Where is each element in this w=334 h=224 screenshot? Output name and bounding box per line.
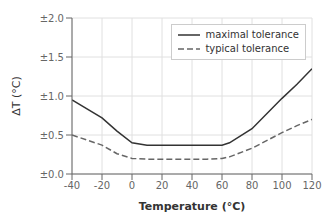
svg-text:20: 20 (156, 180, 169, 191)
svg-text:0: 0 (129, 180, 135, 191)
html-text:typical tolerance: typical tolerance (205, 43, 290, 54)
svg-text:±1.0: ±1.0 (40, 91, 64, 102)
svg-text:-40: -40 (64, 180, 80, 191)
svg-text:120: 120 (302, 180, 321, 191)
svg-text:±1.5: ±1.5 (40, 52, 64, 63)
svg-text:100: 100 (272, 180, 291, 191)
html-text:maximal tolerance: maximal tolerance (205, 29, 299, 40)
svg-text:±0.5: ±0.5 (40, 130, 64, 141)
svg-text:80: 80 (246, 180, 259, 191)
svg-text:Temperature (°C): Temperature (°C) (139, 200, 246, 213)
svg-text:ΔT (°C): ΔT (°C) (10, 76, 23, 116)
svg-text:60: 60 (216, 180, 229, 191)
svg-text:-20: -20 (94, 180, 110, 191)
svg-text:±2.0: ±2.0 (40, 13, 64, 24)
svg-text:40: 40 (186, 180, 199, 191)
svg-text:±0.0: ±0.0 (40, 169, 64, 180)
